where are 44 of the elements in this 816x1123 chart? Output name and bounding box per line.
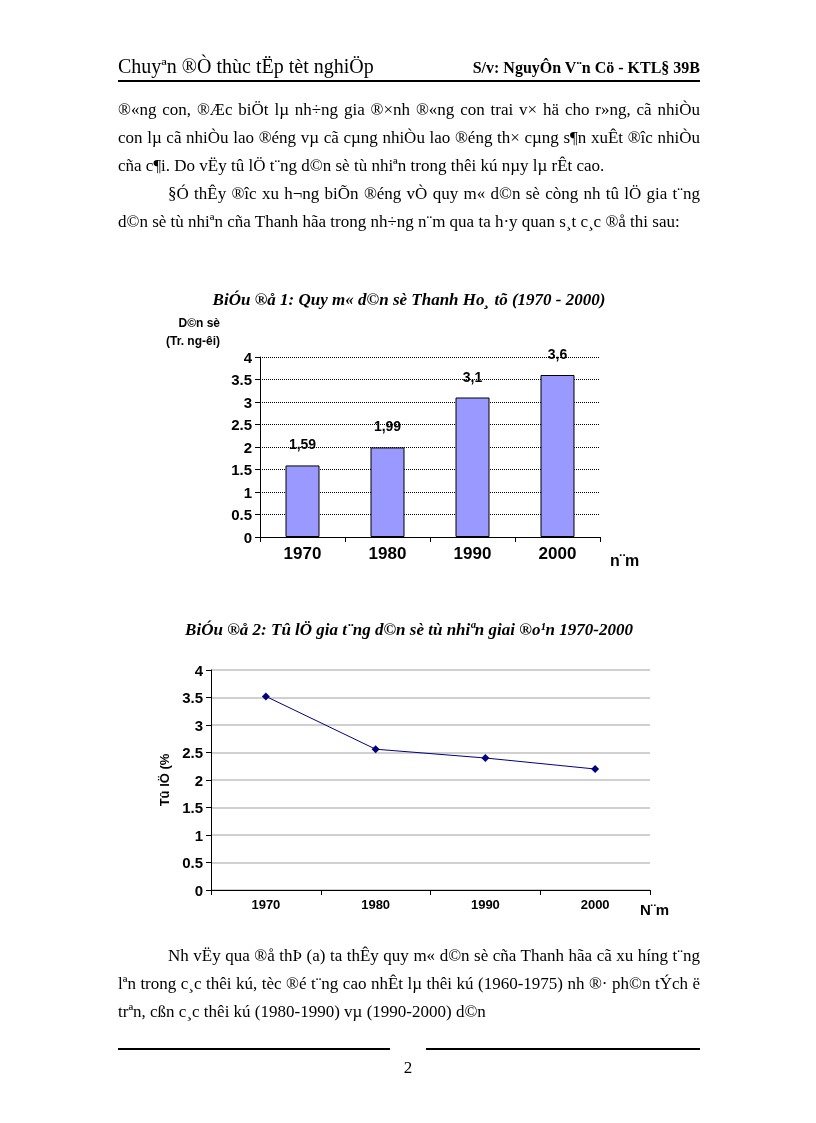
- y-tick-label: 1: [194, 826, 203, 844]
- x-tick-label: 2000: [580, 897, 610, 912]
- data-label: 3,1: [462, 368, 483, 385]
- point: [591, 765, 600, 773]
- x-tick-label: 2000: [538, 544, 577, 563]
- chart-title: BiÓu ®å 1: Quy m« d©n sè Thanh Ho¸ tõ (1970 - 2000): [211, 290, 607, 310]
- point: [261, 692, 270, 701]
- chart-title: BiÓu ®å 2: Tû lÖ gia t¨ng d©n sè tù nhiªn giai ®o¹n 1970-2000: [184, 620, 634, 640]
- y-tick-label: 2: [243, 438, 252, 456]
- x-tick-label: 1970: [251, 897, 281, 912]
- y-tick-label: 4: [243, 348, 253, 366]
- y-tick-label: 2.5: [182, 744, 203, 761]
- y-tick-label: 1.5: [182, 799, 203, 816]
- text: §Ó thÊy ®îc xu h¬ng biÕn ®éng vÒ quy m« d©n sè còng nh tû lÖ gia t¨ng d©n sè tù nhiªn cña Thanh hãa trong nh÷ng n¨m qua ta h·y quan s¸t c¸c ®å thi sau:: [118, 183, 700, 233]
- y-tick-label: 0.5: [182, 854, 203, 871]
- y-tick-label: 2.5: [231, 416, 252, 433]
- y-tick-label: 3: [194, 716, 203, 734]
- text: S/v: NguyÔn V¨n Cö - KTL§ 39B: [472, 59, 700, 77]
- x-axis-title: n¨m: [610, 551, 640, 569]
- y-tick-label: 1: [243, 483, 252, 501]
- y-tick-label: 2: [194, 771, 203, 789]
- y-tick-label: 3.5: [182, 689, 203, 706]
- y-tick-label: 0: [243, 528, 252, 546]
- point: [481, 754, 490, 762]
- y-tick-label: 0: [194, 881, 203, 899]
- y-tick-label: 1.5: [231, 461, 252, 478]
- y-tick-label: 3: [243, 393, 252, 411]
- text: Nh vËy qua ®å thÞ (a) ta thÊy quy m« d©n sè cña Thanh hãa cã xu híng t¨ng lªn trong c¸c thêi kú, tèc ®é t¨ng cao nhÊt lµ thêi kú (1960-1975) nh ®· ph©n tÝch ë trªn, cßn c¸c thêi kú (1980-1990) vµ (1990-2000) d©n: [118, 945, 700, 1023]
- y-axis-title: D©n sè (Tr. ng-êi): [166, 315, 221, 348]
- y-axis-title: Tû lÖ (%: [157, 753, 172, 807]
- text: 2: [402, 1058, 414, 1078]
- x-axis-title: N¨m: [640, 901, 670, 918]
- text: ®«ng con, ®Æc biÖt lµ nh÷ng gia ®×nh ®«ng con trai v× hä cho r»ng, cã nhiÒu con lµ cã nhiÒu lao ®éng vµ cã cµng nhiÒu lao ®éng th× cµng s¶n xuÊt ®îc nhiÒu cña c¶i. Do vËy tû lÖ t¨ng d©n sè tù nhiªn trong thêi kú nµy lµ rÊt cao.: [118, 99, 700, 177]
- y-tick-label: 0.5: [231, 506, 252, 523]
- y-tick-label: 4: [194, 661, 204, 679]
- x-tick-label: 1980: [368, 544, 407, 563]
- x-tick-label: 1970: [283, 544, 322, 563]
- point: [371, 745, 380, 754]
- x-tick-label: 1990: [470, 897, 500, 912]
- text: Chuyªn ®Ò thùc tËp tèt nghiÖp: [118, 55, 374, 78]
- x-tick-label: 1980: [361, 897, 391, 912]
- data-label: 1,99: [373, 418, 402, 435]
- y-tick-label: 3.5: [231, 371, 252, 388]
- x-tick-label: 1990: [453, 544, 492, 563]
